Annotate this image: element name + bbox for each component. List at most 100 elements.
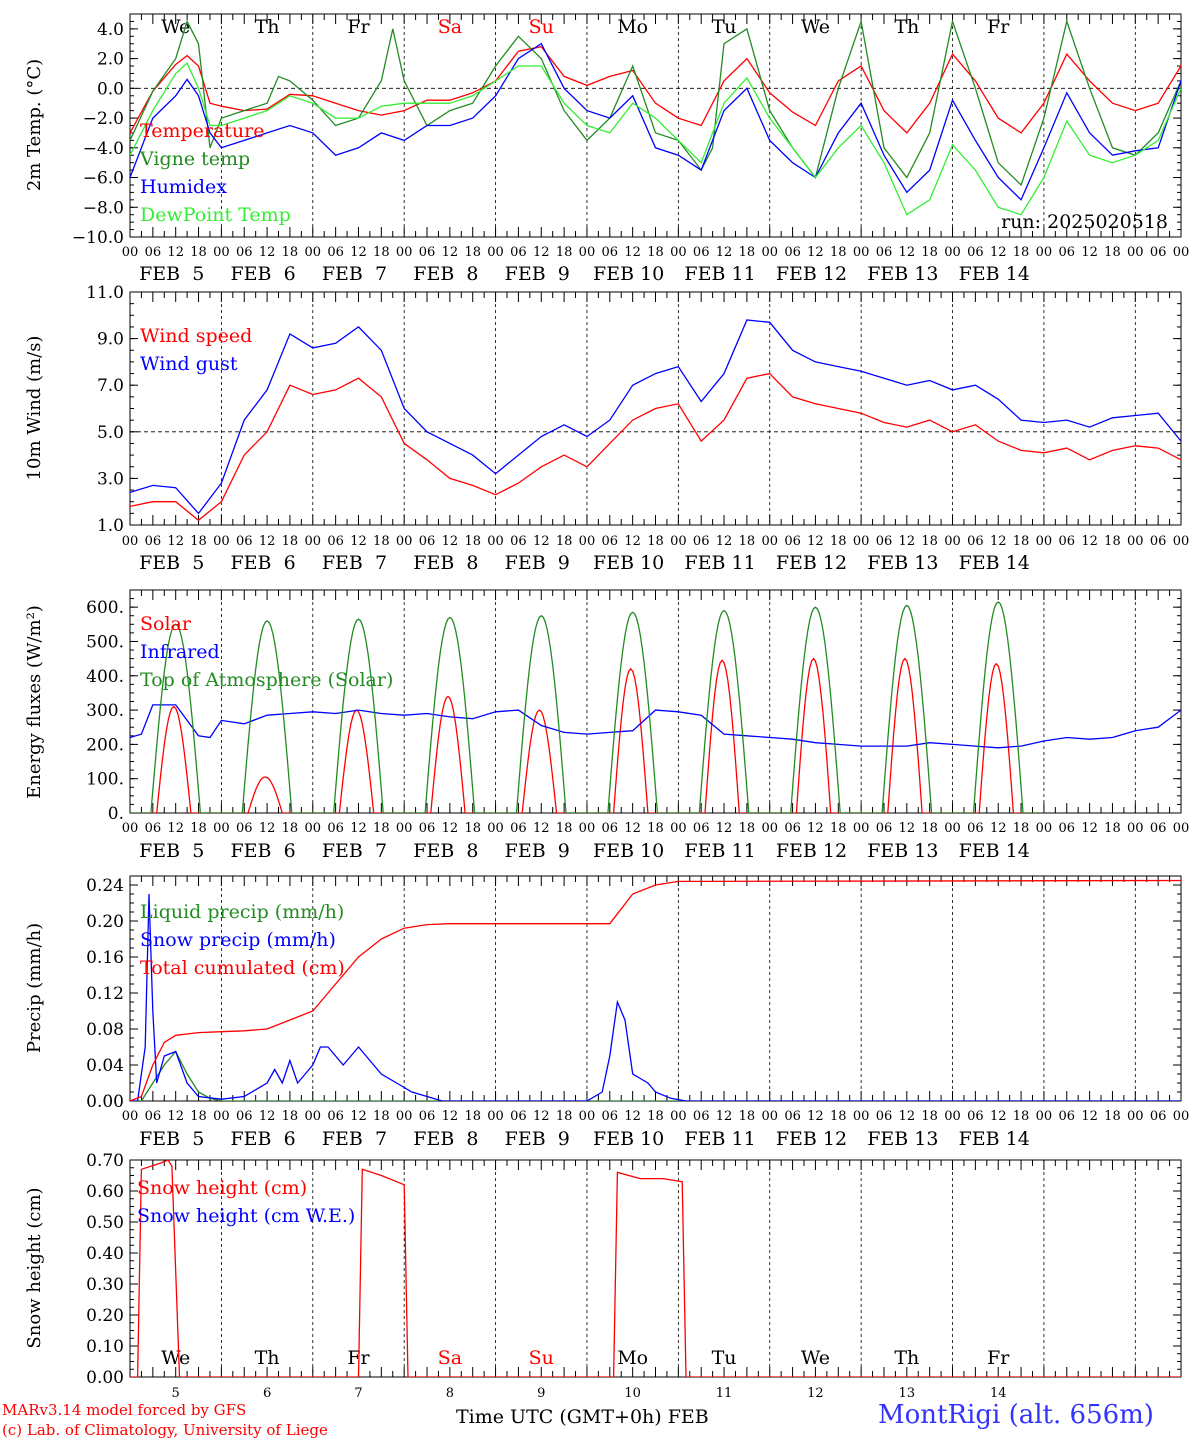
plot-frame <box>129 589 1182 814</box>
hour-tick-label: 06 <box>602 821 619 836</box>
hour-tick-label: 06 <box>510 534 527 549</box>
hour-tick-label: 06 <box>967 245 984 260</box>
legend-entry: Solar <box>140 613 192 635</box>
y-tick-label: 0.08 <box>86 1020 124 1040</box>
hour-tick-label: 12 <box>442 821 459 836</box>
y-tick-label: 0.70 <box>86 1151 124 1171</box>
y-tick-label: 4.0 <box>97 20 124 40</box>
hour-tick-label: 06 <box>876 534 893 549</box>
series-line-total-cumulated-cm- <box>130 879 1181 1101</box>
legend-entry: DewPoint Temp <box>140 204 291 226</box>
hour-tick-label: 12 <box>807 534 824 549</box>
hour-tick-label: 06 <box>1150 1109 1167 1124</box>
hour-tick-label: 00 <box>853 1109 870 1124</box>
weekday-label: Mo <box>617 1347 648 1369</box>
hour-tick-label: 18 <box>1013 821 1030 836</box>
date-label: FEB 9 <box>505 263 570 285</box>
date-label: FEB 10 <box>593 1128 664 1150</box>
hour-tick-label: 18 <box>739 821 756 836</box>
date-label: FEB 13 <box>867 263 938 285</box>
date-label: FEB 14 <box>959 840 1030 862</box>
hour-tick-label: 12 <box>807 245 824 260</box>
series-line-vigne-temp <box>130 18 1181 187</box>
hour-tick-label: 06 <box>1058 821 1075 836</box>
date-label: FEB 12 <box>776 840 847 862</box>
hour-tick-label: 00 <box>579 1109 596 1124</box>
hour-tick-label: 06 <box>693 534 710 549</box>
date-label: FEB 12 <box>776 263 847 285</box>
hour-tick-label: 18 <box>373 534 390 549</box>
date-label: FEB 5 <box>139 552 204 574</box>
hour-tick-label: 18 <box>1104 1109 1121 1124</box>
y-tick-label: 200. <box>86 735 124 755</box>
day-number-label: 13 <box>899 1386 916 1401</box>
hour-tick-label: 18 <box>373 1109 390 1124</box>
y-tick-label: 0.0 <box>97 79 124 99</box>
legend-entry: Wind gust <box>140 353 238 375</box>
date-label: FEB 7 <box>322 1128 387 1150</box>
date-label: FEB 6 <box>230 1128 295 1150</box>
hour-tick-label: 18 <box>739 1109 756 1124</box>
hour-tick-label: 00 <box>487 1109 504 1124</box>
hour-tick-label: 18 <box>556 821 573 836</box>
hour-tick-label: 12 <box>624 821 641 836</box>
y-tick-label: 0.12 <box>86 984 124 1004</box>
date-label: FEB 14 <box>959 1128 1030 1150</box>
weekday-label: We <box>801 1347 830 1369</box>
y-tick-label: 600. <box>86 598 124 618</box>
hour-tick-label: 00 <box>853 821 870 836</box>
day-number-label: 7 <box>354 1386 362 1401</box>
hour-tick-label: 06 <box>236 245 253 260</box>
hour-tick-label: 06 <box>784 1109 801 1124</box>
hour-tick-label: 06 <box>419 245 436 260</box>
hour-tick-label: 00 <box>122 245 139 260</box>
time-axis-label: Time UTC (GMT+0h) FEB <box>456 1406 709 1428</box>
hour-tick-label: 18 <box>190 534 207 549</box>
series-group <box>130 319 1181 522</box>
hour-tick-label: 12 <box>167 821 184 836</box>
y-tick-label: 9.0 <box>97 330 124 350</box>
hour-tick-label: 00 <box>1127 534 1144 549</box>
hour-tick-label: 00 <box>487 245 504 260</box>
hour-tick-label: 00 <box>305 534 322 549</box>
day-number-label: 6 <box>263 1386 271 1401</box>
hour-tick-label: 18 <box>830 534 847 549</box>
hour-tick-label: 18 <box>921 821 938 836</box>
hour-tick-label: 00 <box>761 534 778 549</box>
hour-tick-label: 12 <box>624 534 641 549</box>
hour-tick-label: 00 <box>853 534 870 549</box>
hour-tick-label: 00 <box>1127 821 1144 836</box>
hour-tick-label: 06 <box>510 1109 527 1124</box>
hour-tick-label: 00 <box>1173 821 1190 836</box>
hour-tick-label: 12 <box>533 1109 550 1124</box>
hour-tick-label: 06 <box>784 245 801 260</box>
weekday-label: We <box>801 16 830 38</box>
hour-tick-label: 06 <box>145 534 162 549</box>
hour-tick-label: 12 <box>1081 1109 1098 1124</box>
series-group <box>130 879 1181 1101</box>
weekday-label: Th <box>894 16 919 38</box>
weekday-label: Su <box>529 1347 554 1369</box>
hour-tick-label: 06 <box>145 245 162 260</box>
hour-tick-label: 12 <box>990 1109 1007 1124</box>
y-tick-label: 5.0 <box>97 423 124 443</box>
hour-tick-label: 00 <box>944 534 961 549</box>
model-credit: MARv3.14 model forced by GFS (c) Lab. of… <box>2 1400 328 1440</box>
y-tick-label: 0.00 <box>86 1092 124 1112</box>
series-line-infrared <box>130 704 1181 749</box>
date-label: FEB 10 <box>593 552 664 574</box>
hour-tick-label: 06 <box>145 1109 162 1124</box>
date-label: FEB 8 <box>413 552 478 574</box>
legend-entry: Snow precip (mm/h) <box>140 929 336 951</box>
hour-tick-label: 06 <box>145 821 162 836</box>
hour-tick-label: 12 <box>1081 245 1098 260</box>
hour-tick-label: 12 <box>624 1109 641 1124</box>
y-tick-label: −8.0 <box>83 198 124 218</box>
legend-entry: Infrared <box>140 641 220 663</box>
date-label: FEB 12 <box>776 552 847 574</box>
date-label: FEB 13 <box>867 552 938 574</box>
hour-tick-label: 18 <box>282 534 299 549</box>
hour-tick-label: 00 <box>579 534 596 549</box>
hour-tick-label: 00 <box>396 1109 413 1124</box>
